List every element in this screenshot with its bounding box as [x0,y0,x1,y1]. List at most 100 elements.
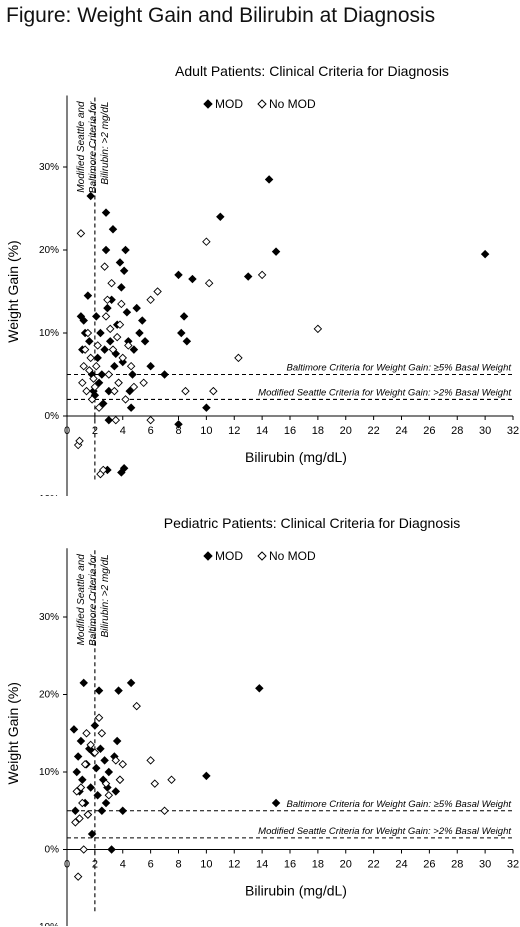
x-tick-label: 32 [507,425,519,437]
mod-point [100,345,109,354]
legend-no-mod-label: No MOD [269,549,316,563]
mod-point [111,787,121,796]
mod-point [103,303,112,313]
x-tick-label: 16 [284,425,296,437]
mod-point [96,328,105,338]
no-mod-point [111,756,121,765]
no-mod-point [112,332,122,342]
mod-point [182,337,192,346]
mod-point [97,370,107,379]
bilirubin-threshold-label: Modified Seattle and [76,554,87,646]
no-mod-point [73,872,83,881]
no-mod-point [87,395,97,404]
x-tick-label: 12 [228,425,240,437]
x-tick-label: 20 [340,425,352,437]
x-tick-label: 6 [148,859,154,871]
mod-point [85,337,94,346]
legend-mod-marker [203,551,213,561]
mod-point [78,775,87,784]
x-tick-label: 0 [64,425,70,437]
mod-point [177,328,186,338]
no-mod-point [93,341,102,350]
mod-point [202,771,211,781]
x-tick-label: 18 [312,859,324,871]
bilirubin-threshold-label: Bilirubin: >2 mg/dL [100,102,111,185]
no-mod-point [80,760,90,769]
mod-point [86,783,95,792]
mod-point [112,736,122,746]
weight-threshold-label: Modified Seattle Criteria for Weight Gai… [258,387,511,398]
mod-point [101,245,111,255]
no-mod-point [146,756,155,765]
mod-point [79,678,88,688]
x-tick-label: 24 [395,859,407,871]
weight-threshold-label: Baltimore Criteria for Weight Gain: ≥5% … [286,799,511,810]
x-tick-label: 8 [175,425,181,437]
no-mod-point [86,740,95,750]
x-tick-label: 18 [312,425,324,437]
mod-point [138,316,147,325]
legend-mod-marker [203,99,213,109]
no-mod-point [94,403,104,412]
y-tick-label: 20% [39,690,59,701]
mod-point [117,283,126,292]
x-tick-label: 12 [228,859,240,871]
no-mod-point [90,748,100,757]
mod-point [69,725,79,734]
no-mod-point [104,370,114,379]
no-mod-point [97,729,107,738]
mod-point [87,829,97,839]
mod-point [480,249,490,259]
no-mod-point [167,775,176,784]
no-mod-point [101,312,111,321]
x-tick-label: 26 [423,425,435,437]
mod-point [101,798,111,808]
no-mod-point [80,345,90,354]
pediatric-scatter-chart: Pediatric Patients: Clinical Criteria fo… [5,515,519,926]
no-mod-point [115,320,125,329]
no-mod-point [129,382,139,392]
mod-point [160,370,169,379]
no-mod-point [132,701,141,711]
no-mod-point [146,415,155,425]
mod-point [83,291,93,300]
bilirubin-threshold-label: Baltimore Criteria for [88,554,99,646]
mod-point [271,798,281,808]
no-mod-point [121,395,130,404]
bilirubin-threshold-label: Bilirubin: >2 mg/dL [100,554,111,637]
no-mod-point [209,386,218,396]
x-tick-label: 30 [479,859,491,871]
no-mod-point [111,415,121,425]
mod-point [140,337,150,346]
y-axis-label: Weight Gain (%) [5,682,21,784]
mod-point [110,361,119,371]
mod-point [90,721,100,730]
mod-point [105,337,115,346]
y-tick-label: 30% [39,612,59,623]
chart-title: Adult Patients: Clinical Criteria for Di… [175,63,449,79]
no-mod-point [313,324,323,334]
mod-point [126,678,136,688]
no-mod-point [115,775,125,784]
legend-mod-label: MOD [215,549,243,563]
no-mod-point [78,378,87,388]
no-mod-point [79,361,88,371]
mod-point [104,415,114,425]
x-tick-label: 30 [479,425,491,437]
mod-point [72,767,81,777]
no-mod-point [146,295,155,305]
no-mod-point [71,818,80,827]
no-mod-point [257,270,267,280]
mod-point [146,361,155,371]
no-mod-point [202,237,211,246]
mod-point [174,420,183,429]
no-mod-point [108,345,118,354]
mod-point [93,353,102,363]
y-tick-label: 30% [39,162,59,173]
mod-point [100,756,109,765]
mod-point [179,312,189,321]
x-axis-label: Bilirubin (mg/dL) [245,449,347,465]
no-mod-point [110,386,119,396]
no-mod-point [85,366,94,375]
no-mod-point [103,295,112,305]
